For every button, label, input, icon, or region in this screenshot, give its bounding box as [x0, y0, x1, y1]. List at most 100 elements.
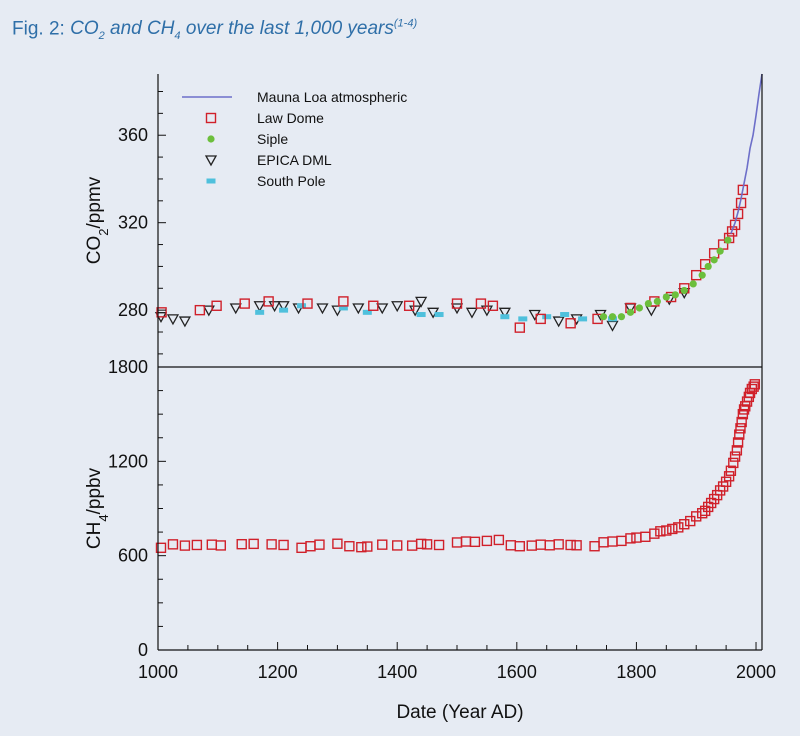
- co2-siple-point: [608, 313, 617, 321]
- co2-epica-point: [229, 303, 242, 315]
- ch4-law-dome-point: [691, 511, 702, 522]
- co2-siple-point: [617, 313, 626, 321]
- ch4-law-dome-point: [356, 541, 367, 553]
- co2-epica-point: [498, 307, 511, 319]
- ch4-law-dome-point: [589, 541, 600, 552]
- ch4-law-dome-point: [215, 540, 226, 551]
- ch4-law-dome-point: [377, 539, 388, 550]
- legend-siple-swatch: [207, 135, 215, 143]
- ch4-law-dome-point: [571, 540, 582, 551]
- ch4-law-dome-point: [155, 542, 167, 554]
- ch4-law-dome-point: [565, 539, 576, 551]
- co2-siple-point: [724, 236, 732, 244]
- co2-epica-point: [391, 301, 404, 313]
- ch4-law-dome-point: [344, 541, 355, 552]
- ch4-law-dome-point: [305, 541, 316, 552]
- legend-siple-label: Siple: [257, 131, 288, 147]
- ch4-law-dome-point: [460, 536, 472, 547]
- ch4-law-dome-point: [673, 522, 684, 533]
- ch4-law-dome-point: [392, 540, 403, 551]
- ch4-law-dome-point: [598, 537, 609, 548]
- co2-y-tick-label: 360: [118, 125, 148, 145]
- ch4-law-dome-point: [332, 538, 343, 549]
- co2-epica-point: [331, 305, 344, 317]
- co2-law-dome-point: [565, 318, 576, 329]
- x-tick-label: 2000: [736, 662, 776, 682]
- ch4-law-dome-point: [415, 538, 427, 550]
- ch4-law-dome-point: [191, 539, 203, 551]
- co2-law-dome-point: [535, 313, 546, 325]
- ch4-law-dome-point: [738, 404, 750, 415]
- legend-south-pole-swatch: [206, 178, 216, 184]
- co2-siple-point: [599, 313, 608, 321]
- ch4-law-dome-point: [661, 525, 672, 536]
- co2-law-dome-point: [156, 307, 167, 318]
- co2-south-pole-point: [578, 316, 588, 322]
- figure-label: Fig. 2:: [12, 18, 65, 40]
- co2-south-pole-point: [362, 309, 372, 315]
- ch4-law-dome-point: [696, 508, 708, 519]
- x-tick-label: 1400: [377, 662, 417, 682]
- co2-law-dome-point: [514, 322, 526, 333]
- x-tick-label: 1000: [138, 662, 178, 682]
- ch4-marks: [155, 379, 761, 554]
- ch4-law-dome-point: [469, 536, 481, 548]
- ch4-law-dome-point: [248, 538, 259, 550]
- ch4-law-dome-point: [481, 535, 493, 547]
- co2-y-tick-label: 280: [118, 300, 148, 320]
- ch4-law-dome-point: [732, 437, 744, 448]
- ch4-law-dome-point: [421, 539, 433, 550]
- ch4-law-dome-point: [266, 539, 277, 550]
- co2-epica-point: [606, 320, 619, 332]
- x-tick-label: 1800: [616, 662, 656, 682]
- co2-marks: [154, 73, 763, 333]
- ch4-law-dome-point: [314, 539, 325, 550]
- legend-mauna-loa-label: Mauna Loa atmospheric: [257, 89, 407, 105]
- ch4-law-dome-point: [406, 540, 418, 551]
- co2-epica-point: [415, 296, 428, 308]
- ch4-y-tick-label: 1200: [108, 451, 148, 471]
- ch4-law-dome-point: [535, 539, 546, 550]
- ch4-law-dome-point: [734, 429, 745, 440]
- co2-siple-point: [671, 291, 679, 299]
- co2-law-dome-point: [338, 296, 349, 307]
- co2-south-pole-point: [297, 303, 307, 309]
- co2-epica-point: [316, 303, 329, 315]
- ch4-y-tick-label: 0: [138, 640, 148, 660]
- ch4-law-dome-point: [640, 531, 651, 542]
- ch4-law-dome-point: [731, 445, 743, 456]
- co2-epica-point: [202, 305, 215, 317]
- co2-siple-point: [680, 286, 688, 295]
- ch4-law-dome-point: [505, 540, 517, 551]
- ch4-law-dome-point: [728, 457, 739, 469]
- ch4-law-dome-point: [725, 465, 737, 476]
- ch4-law-dome-point: [206, 539, 218, 550]
- ch4-y-tick-label: 600: [118, 546, 148, 566]
- x-tick-label: 1200: [258, 662, 298, 682]
- co2-epica-point: [552, 316, 565, 328]
- ch4-law-dome-point: [493, 534, 505, 546]
- ch4-law-dome-point: [748, 381, 759, 392]
- legend-law-dome-swatch: [205, 112, 217, 124]
- co2-epica-point: [277, 301, 290, 313]
- ch4-law-dome-point: [553, 539, 564, 550]
- figure-title: Fig. 2: CO2 and CH4 over the last 1,000 …: [12, 18, 417, 42]
- ch4-law-dome-point: [296, 542, 307, 554]
- co2-siple-point: [644, 299, 652, 308]
- co2-law-dome-point: [211, 300, 222, 311]
- co2-epica-point: [166, 314, 180, 326]
- co2-epica-point: [178, 316, 192, 328]
- ch4-law-dome-point: [362, 541, 373, 552]
- ch4-law-dome-point: [544, 540, 555, 551]
- ch4-law-dome-point: [749, 379, 761, 390]
- legend-epica-swatch: [204, 155, 218, 167]
- co2-epica-point: [645, 305, 658, 317]
- co2-south-pole-point: [542, 314, 552, 320]
- co2-law-dome-point: [368, 300, 379, 311]
- ch4-law-dome-point: [723, 471, 735, 482]
- ch4-law-dome-point: [625, 533, 636, 544]
- co2-siple-point: [689, 280, 697, 288]
- ch4-law-dome-point: [649, 528, 660, 539]
- ch4-law-dome-point: [667, 523, 678, 535]
- co2-law-dome-point: [302, 298, 313, 309]
